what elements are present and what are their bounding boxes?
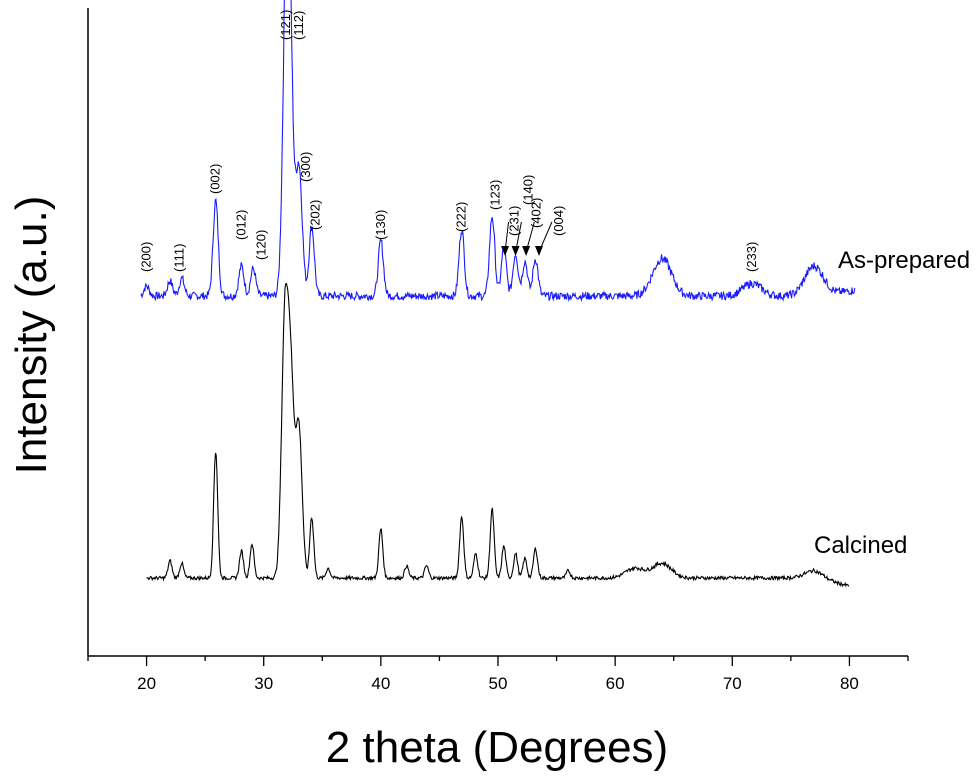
- peak-label: (112): [291, 11, 306, 40]
- peak-label: (140): [520, 175, 535, 205]
- peak-label: (123): [488, 180, 503, 210]
- series-line-calcined: [146, 282, 850, 588]
- series-label-as-prepared: As-prepared: [838, 247, 970, 274]
- x-tick-label: 70: [723, 674, 742, 693]
- arrow-head: [535, 246, 543, 256]
- peak-label: (222): [454, 202, 469, 232]
- peak-label: (012): [233, 210, 248, 240]
- peak-label: (402): [529, 198, 544, 228]
- x-tick-label: 60: [606, 674, 625, 693]
- plot-frame: [87, 8, 908, 657]
- x-tick-label: 40: [371, 674, 390, 693]
- annotation-layer: (200) (111) (002) (012) (120) (121)(112) (300)…: [139, 10, 760, 272]
- peak-label: (231): [506, 206, 521, 236]
- peak-label: (120): [253, 230, 268, 260]
- peak-label: (004): [551, 206, 566, 236]
- x-tick-label: 50: [489, 674, 508, 693]
- series-label-calcined: Calcined: [814, 532, 907, 559]
- arrow-head: [511, 246, 520, 256]
- peak-label: (002): [208, 164, 223, 194]
- arrow-head: [501, 246, 510, 256]
- x-tick-label: 80: [840, 674, 859, 693]
- peak-label: (121): [278, 10, 293, 40]
- peak-label: (200): [139, 242, 154, 272]
- y-axis-title: Intensity (a.u.): [7, 196, 56, 475]
- peak-label: (300): [298, 152, 313, 182]
- x-tick-label: 20: [137, 674, 156, 693]
- peak-label: (130): [373, 210, 388, 240]
- series-layer: [140, 0, 856, 588]
- series-line-as-prepared: [140, 0, 856, 303]
- x-axis-title: 2 theta (Degrees): [326, 723, 668, 772]
- x-ticks: [87, 656, 909, 666]
- x-tick-labels: 20 30 40 50 60 70 80: [137, 674, 859, 693]
- x-tick-label: 30: [254, 674, 273, 693]
- peak-label: (202): [307, 200, 322, 230]
- peak-label: (111): [171, 244, 186, 272]
- peak-label: (233): [744, 242, 759, 272]
- arrow-head: [522, 246, 531, 256]
